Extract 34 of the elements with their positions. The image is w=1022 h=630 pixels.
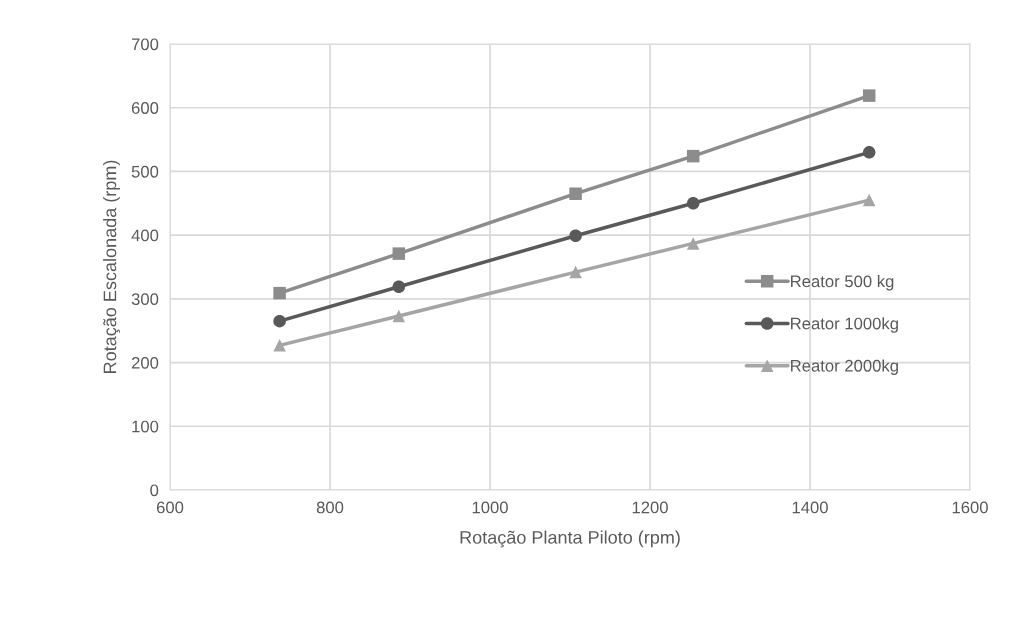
y-tick-label: 500 — [131, 165, 159, 178]
point — [273, 286, 286, 300]
point — [392, 280, 406, 293]
x-tick-label: 1200 — [632, 501, 668, 514]
x-tick-label: 1600 — [952, 501, 988, 514]
y-tick-label: 0 — [150, 484, 159, 497]
legend-label: Reator 500 kg — [791, 275, 894, 291]
point — [686, 237, 700, 250]
x-axis-title: Rotação Planta Piloto (rpm) — [460, 530, 680, 548]
x-tick-label: 600 — [156, 501, 184, 514]
legend-label: Reator 2000kg — [791, 359, 898, 375]
y-tick-label: 700 — [131, 38, 159, 51]
point — [862, 146, 876, 159]
point — [392, 309, 406, 323]
x-tick-label: 1000 — [472, 501, 508, 514]
point — [686, 149, 700, 163]
point — [862, 89, 876, 102]
legend-label: Reator 1000kg — [791, 317, 898, 333]
point — [569, 265, 582, 279]
point — [686, 197, 700, 210]
x-tick-label: 800 — [316, 501, 344, 514]
y-tick-label: 400 — [131, 229, 159, 242]
y-axis-title: Rotação Escalonada (rpm) — [103, 160, 120, 373]
x-tick-label: 1400 — [792, 501, 828, 514]
point — [392, 247, 406, 260]
y-tick-label: 200 — [131, 356, 159, 369]
point — [273, 339, 286, 352]
y-tick-label: 100 — [132, 420, 159, 433]
point — [862, 193, 876, 207]
y-tick-label: 300 — [131, 293, 159, 306]
y-tick-label: 600 — [131, 102, 159, 114]
point — [569, 187, 582, 200]
point — [569, 229, 582, 243]
point — [273, 314, 286, 328]
